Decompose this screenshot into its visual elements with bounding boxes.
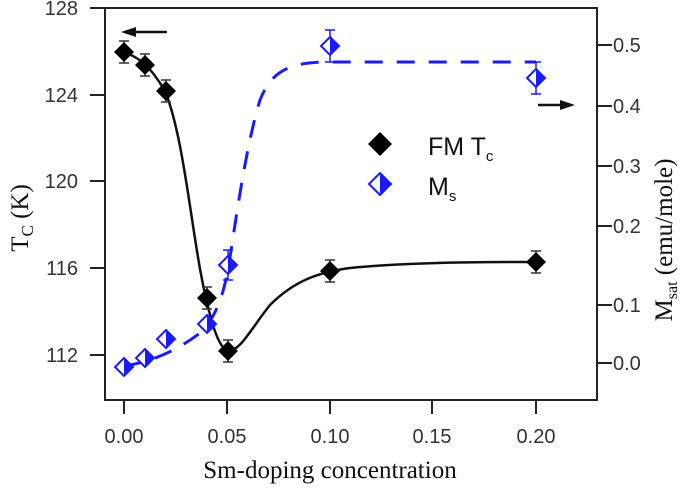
right-axis (597, 44, 612, 364)
right-tick-label: 0.4 (613, 96, 641, 118)
left-tick-label: 112 (46, 345, 78, 367)
right-axis-title: Msat (emu/mole) (651, 159, 681, 322)
x-tick-label: 0.00 (105, 426, 144, 448)
filled-diamond-icon (368, 132, 392, 156)
legend-item-fm-tc: FM Tc (368, 132, 494, 165)
legend-item-ms: Ms (367, 171, 456, 205)
left-tick-label: 120 (45, 171, 78, 193)
right-tick-label: 0.2 (613, 216, 641, 238)
legend: FM Tc Ms (367, 132, 494, 205)
right-tick-label: 0.5 (613, 35, 641, 57)
tc-point (114, 40, 134, 64)
tc-point (156, 79, 176, 103)
left-axis (90, 7, 105, 356)
svg-text:TC (K): TC (K) (7, 184, 37, 252)
ms-point (319, 29, 341, 63)
ms-point (155, 328, 177, 350)
x-axis (123, 400, 537, 414)
left-tick-label: 116 (46, 258, 78, 280)
x-tick-label: 0.05 (208, 426, 247, 448)
tc-point (197, 286, 217, 310)
right-tick-label: 0.1 (613, 295, 641, 317)
x-axis-title: Sm-doping concentration (203, 457, 457, 484)
svg-text:Msat (emu/mole): Msat (emu/mole) (651, 159, 681, 322)
tc-point (320, 259, 340, 283)
svg-text:FM Tc: FM Tc (428, 133, 494, 165)
left-axis-title: TC (K) (7, 184, 37, 252)
left-arrow-icon (121, 27, 167, 37)
ms-point (525, 61, 547, 95)
right-tick-label: 0.0 (613, 353, 641, 375)
tc-point (135, 53, 155, 77)
right-tick-label: 0.3 (613, 156, 641, 178)
ms-point (217, 249, 239, 281)
right-axis-tick-labels: 0.5 0.4 0.3 0.2 0.1 0.0 (613, 35, 641, 375)
tc-point (218, 339, 238, 363)
x-tick-label: 0.20 (517, 426, 556, 448)
tc-point (526, 250, 546, 274)
left-tick-label: 124 (45, 85, 78, 107)
ms-fit-curve (123, 60, 536, 368)
ms-series (113, 29, 547, 378)
svg-text:Ms: Ms (428, 173, 456, 205)
ms-point (134, 347, 156, 369)
left-axis-tick-labels: 128 124 120 116 112 (45, 0, 78, 367)
x-tick-label: 0.15 (413, 426, 452, 448)
right-arrow-icon (538, 100, 575, 110)
tc-series (114, 40, 546, 363)
tc-fit-curve (123, 50, 537, 353)
left-tick-label: 128 (45, 0, 78, 20)
x-tick-label: 0.10 (311, 426, 350, 448)
ms-point (113, 356, 135, 378)
x-axis-tick-labels: 0.00 0.05 0.10 0.15 0.20 (105, 426, 556, 448)
plot-frame (104, 7, 598, 401)
half-filled-diamond-icon (367, 171, 393, 197)
ms-point (196, 313, 218, 335)
